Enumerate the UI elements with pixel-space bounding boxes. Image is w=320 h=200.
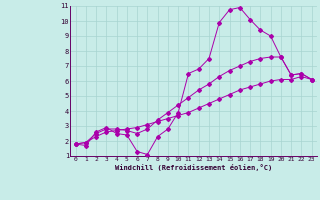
X-axis label: Windchill (Refroidissement éolien,°C): Windchill (Refroidissement éolien,°C) — [115, 164, 272, 171]
